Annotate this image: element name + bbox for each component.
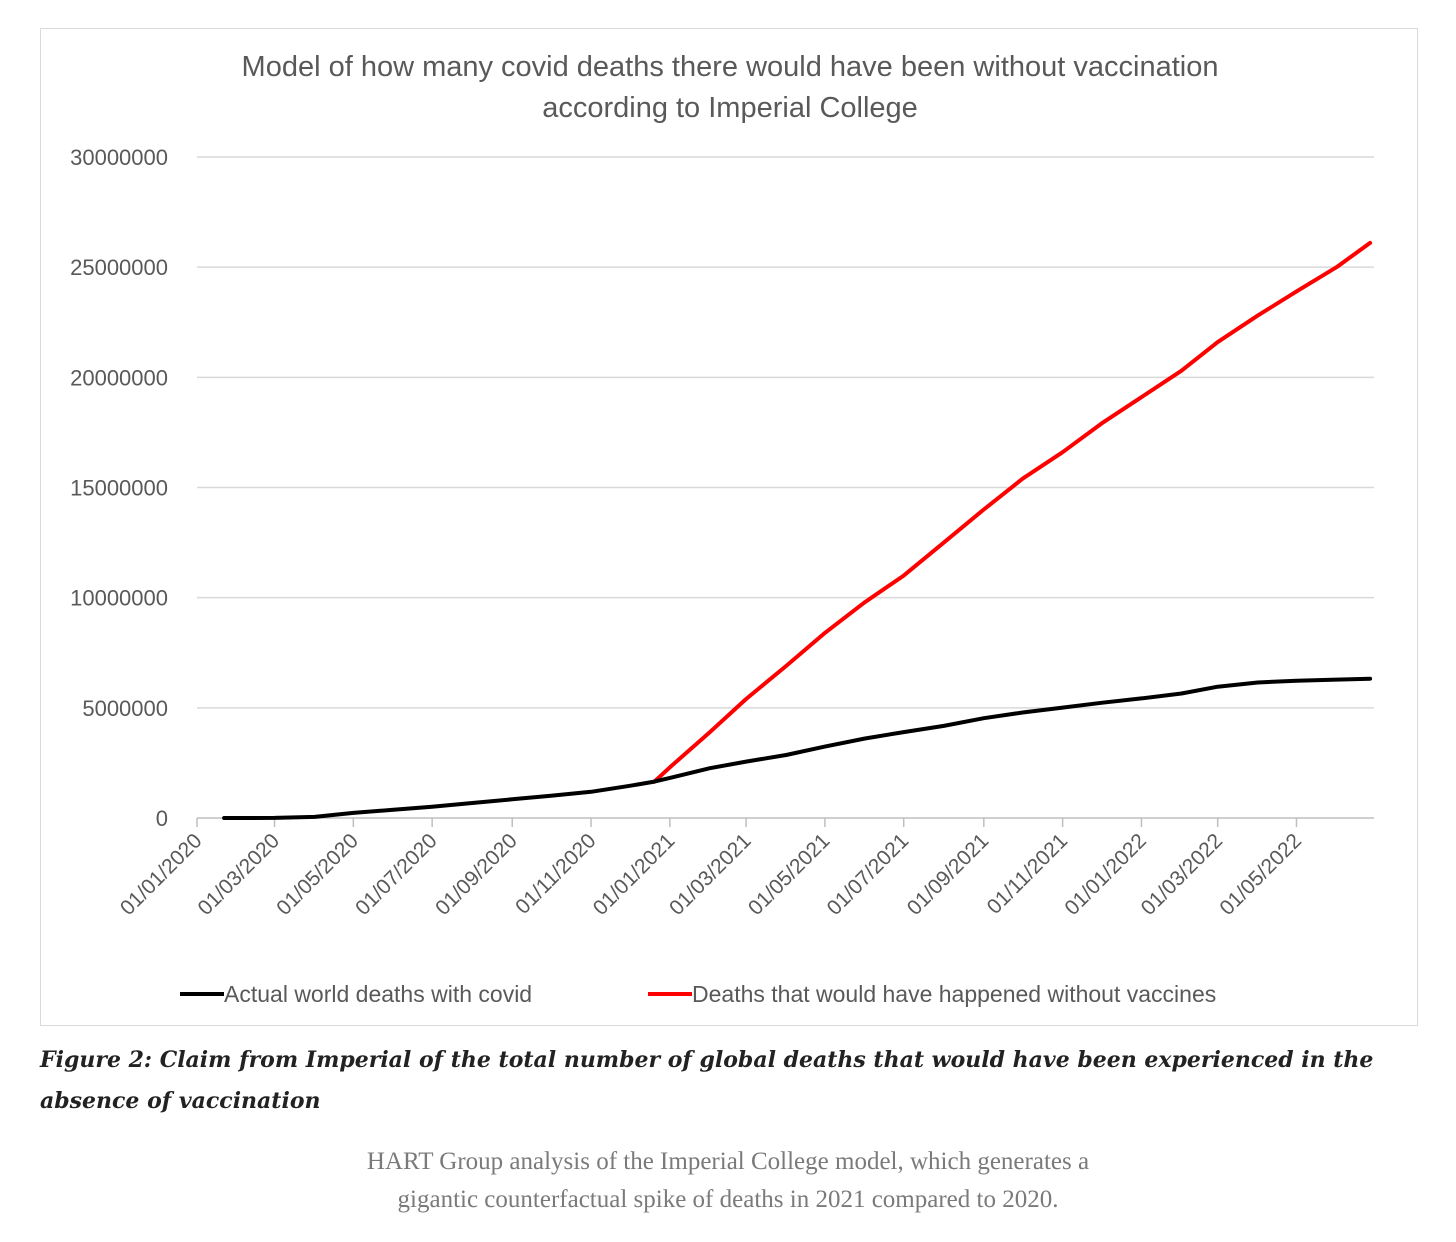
- x-tick-label: 01/03/2021: [665, 829, 756, 920]
- legend-label-actual: Actual world deaths with covid: [224, 981, 532, 1007]
- x-tick-label: 01/11/2021: [983, 829, 1072, 918]
- legend-label-without-vaccines: Deaths that would have happened without …: [692, 981, 1216, 1007]
- y-axis-ticks: 0 5000000 10000000 15000000 20000000 25000000…: [70, 145, 168, 831]
- x-tick-label: 01/03/2020: [193, 829, 284, 920]
- series-lines: [222, 240, 1373, 820]
- series-line-without-vaccines: [652, 240, 1373, 784]
- y-tick-label: 5000000: [82, 696, 168, 721]
- x-tick-label: 01/01/2022: [1060, 829, 1151, 920]
- figure-caption: Figure 2: Claim from Imperial of the tot…: [40, 1047, 1374, 1114]
- subcaption-line-1: HART Group analysis of the Imperial Coll…: [366, 1148, 1090, 1175]
- y-tick-label: 30000000: [70, 145, 168, 170]
- y-tick-label: 20000000: [70, 365, 168, 390]
- x-tick-label: 01/11/2020: [511, 829, 600, 918]
- series-line-actual: [222, 676, 1373, 820]
- legend: Actual world deaths with covid Deaths th…: [180, 981, 1216, 1007]
- image-subcaption: HART Group analysis of the Imperial Coll…: [0, 1143, 1456, 1219]
- line-chart: Model of how many covid deaths there wou…: [70, 51, 1374, 1007]
- x-tick-label: 01/05/2021: [744, 829, 835, 920]
- chart-frame: [40, 28, 1418, 1026]
- x-tick-label: 01/07/2020: [351, 829, 442, 920]
- y-tick-label: 10000000: [70, 586, 168, 611]
- subcaption-line-2: gigantic counterfactual spike of deaths …: [397, 1186, 1059, 1213]
- chart-title-line-1: Model of how many covid deaths there wou…: [242, 51, 1219, 83]
- x-tick-label: 01/05/2020: [272, 829, 363, 920]
- y-tick-label: 0: [156, 806, 168, 831]
- y-tick-label: 25000000: [70, 255, 168, 280]
- x-tick-label: 01/05/2022: [1215, 829, 1306, 920]
- x-tick-label: 01/03/2022: [1137, 829, 1228, 920]
- x-tick-label: 01/01/2021: [589, 829, 680, 920]
- x-tick-label: 01/07/2021: [823, 829, 914, 920]
- x-tick-label: 01/01/2020: [116, 829, 207, 920]
- y-tick-label: 15000000: [70, 476, 168, 501]
- x-tick-label: 01/09/2020: [431, 829, 522, 920]
- grid-lines: [197, 156, 1374, 709]
- chart-title-line-2: according to Imperial College: [542, 92, 918, 124]
- x-axis: 01/01/202001/03/202001/05/202001/07/2020…: [116, 817, 1374, 920]
- x-tick-label: 01/09/2021: [903, 829, 994, 920]
